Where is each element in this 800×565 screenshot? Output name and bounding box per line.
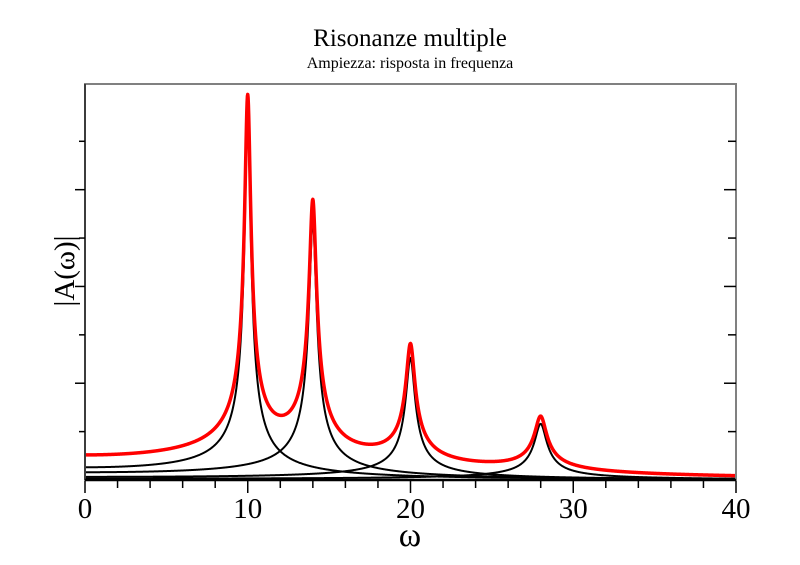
x-tick-label: 30 <box>559 493 588 525</box>
x-tick-label: 0 <box>78 493 93 525</box>
x-tick-labels: 0 10 20 30 40 <box>78 493 751 525</box>
x-axis-label: ω <box>399 517 421 554</box>
axis-ticks <box>75 140 737 493</box>
y-axis-label: |A(ω)| <box>49 236 81 307</box>
series-component-4 <box>85 422 736 480</box>
series-sum <box>85 92 736 478</box>
chart-subtitle: Ampiezza: risposta in frequenza <box>307 55 514 72</box>
x-tick-label: 40 <box>722 493 751 525</box>
plot-border <box>84 83 737 481</box>
chart-title: Risonanze multiple <box>313 25 507 52</box>
x-tick-label: 10 <box>233 493 262 525</box>
curves-layer <box>85 92 736 480</box>
plot-frame <box>84 83 737 482</box>
x-tick-label: 20 <box>396 493 425 525</box>
series-component-1 <box>85 115 736 480</box>
series-component-3 <box>85 356 736 480</box>
